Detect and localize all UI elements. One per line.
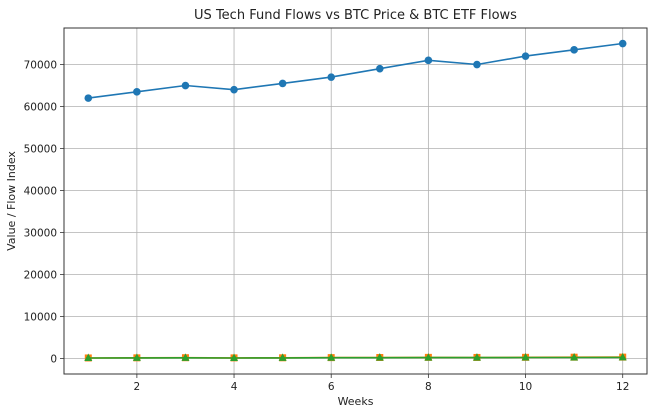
data-point xyxy=(521,52,530,60)
x-tick-label: 10 xyxy=(519,381,532,393)
data-point xyxy=(424,353,433,361)
x-tick-label: 12 xyxy=(616,381,629,393)
data-point xyxy=(473,60,481,69)
data-point xyxy=(618,39,627,48)
x-tick-label: 4 xyxy=(231,381,238,393)
data-point xyxy=(618,352,627,361)
y-axis-label: Value / Flow Index xyxy=(5,151,18,251)
series-layer xyxy=(84,39,627,362)
x-axis-label: Weeks xyxy=(338,395,374,408)
series-1 xyxy=(84,39,627,102)
y-tick-label: 60000 xyxy=(24,102,57,114)
chart-title: US Tech Fund Flows vs BTC Price & BTC ET… xyxy=(194,8,517,23)
data-point xyxy=(472,353,481,361)
plot-frame xyxy=(63,27,648,375)
y-tick-label: 50000 xyxy=(24,144,57,156)
data-point xyxy=(570,46,578,54)
data-point xyxy=(84,94,93,102)
y-tick-label: 0 xyxy=(50,353,57,365)
y-tick-label: 10000 xyxy=(24,311,57,323)
series-3 xyxy=(84,352,627,362)
axis-ticks: 2 4 6 8 10 12 0 10000 20000 30000 40000 50000 60000 7… xyxy=(24,60,630,393)
data-point xyxy=(132,353,141,361)
series-1-line xyxy=(88,42,623,99)
x-tick-label: 2 xyxy=(134,381,141,393)
y-tick-label: 20000 xyxy=(24,269,57,281)
y-tick-label: 40000 xyxy=(24,186,57,198)
x-tick-label: 8 xyxy=(425,381,432,393)
data-point xyxy=(327,73,336,81)
y-tick-label: 70000 xyxy=(24,60,57,72)
data-point xyxy=(424,56,433,65)
x-tick-label: 6 xyxy=(328,381,335,393)
data-point xyxy=(570,352,579,361)
data-point xyxy=(230,85,238,94)
grid xyxy=(64,28,647,374)
data-point xyxy=(181,353,190,361)
data-point xyxy=(521,353,530,361)
data-point xyxy=(230,353,239,361)
data-point xyxy=(278,353,287,361)
data-point xyxy=(278,79,287,88)
data-point xyxy=(181,81,190,90)
y-tick-label: 30000 xyxy=(24,227,57,239)
data-point xyxy=(84,353,93,362)
data-point xyxy=(133,88,141,96)
data-point xyxy=(375,353,384,361)
data-point xyxy=(375,64,384,73)
series-3-line xyxy=(88,356,623,359)
data-point xyxy=(327,353,336,361)
